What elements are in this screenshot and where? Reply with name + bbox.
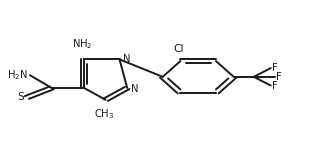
Text: F: F (272, 80, 278, 91)
Text: H$_2$N: H$_2$N (7, 68, 28, 82)
Text: F: F (272, 63, 278, 73)
Text: N: N (131, 84, 139, 94)
Text: F: F (276, 72, 282, 82)
Text: NH$_2$: NH$_2$ (72, 37, 93, 51)
Text: Cl: Cl (174, 44, 184, 54)
Text: N: N (123, 54, 131, 64)
Text: S: S (18, 92, 24, 102)
Text: CH$_3$: CH$_3$ (94, 107, 114, 121)
